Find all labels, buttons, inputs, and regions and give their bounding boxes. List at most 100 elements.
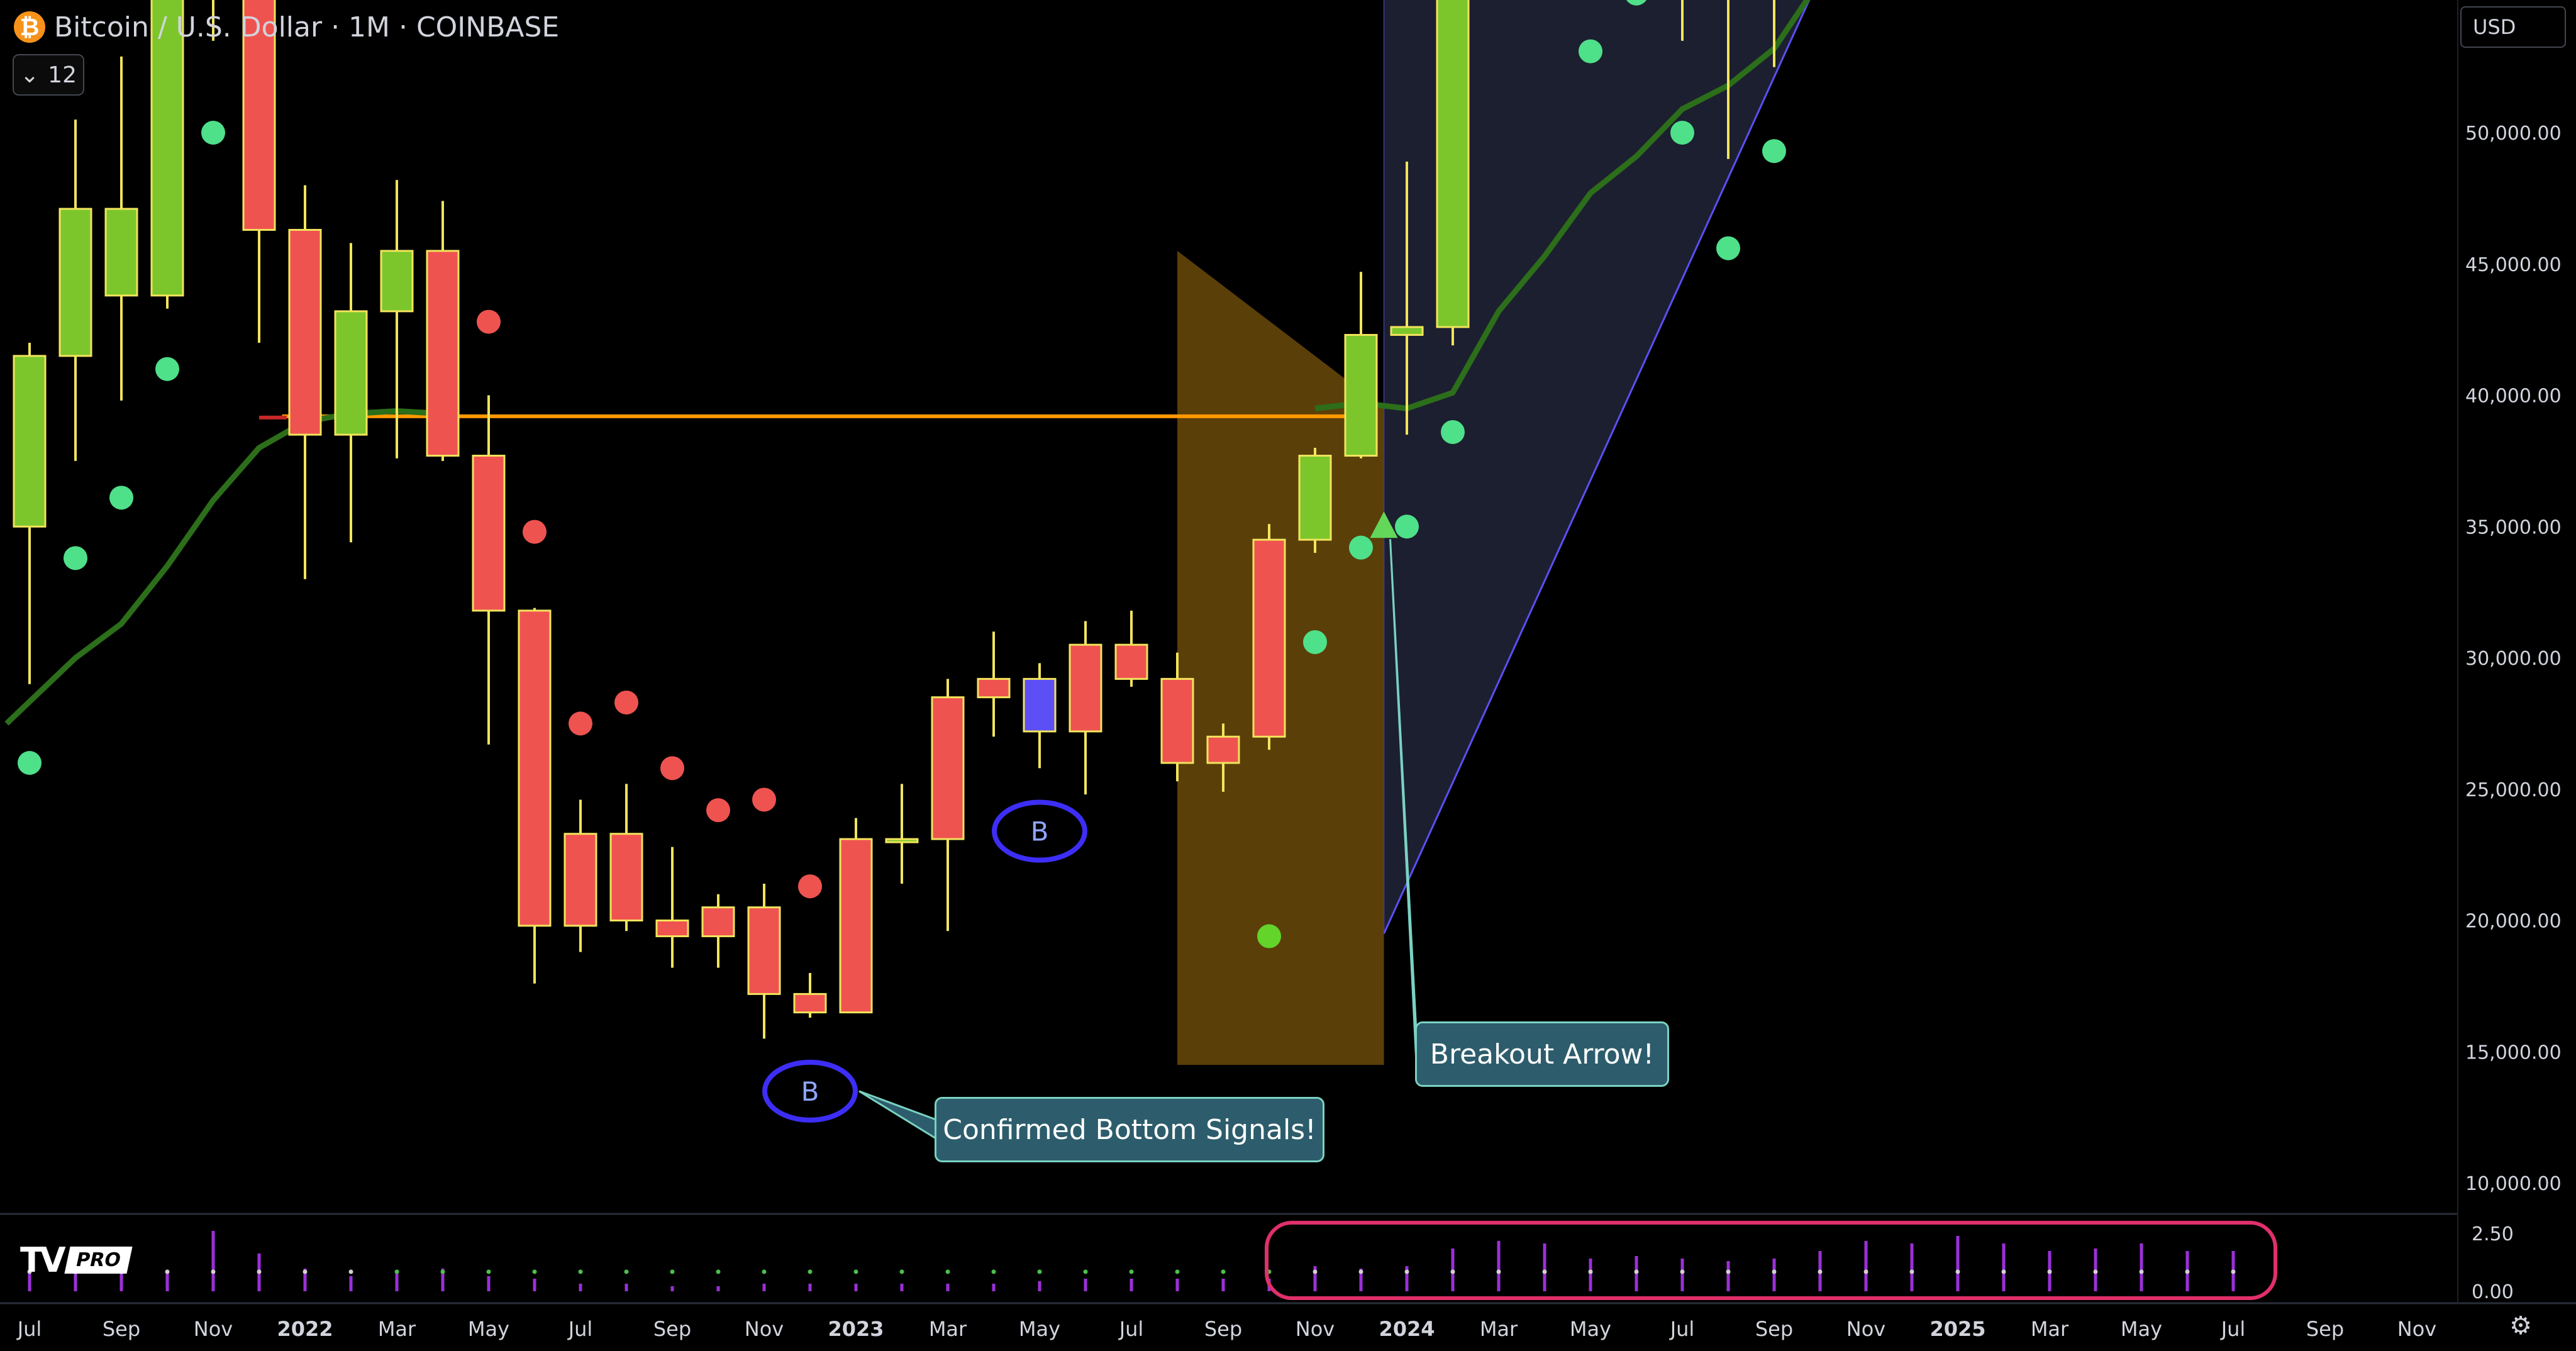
y-tick-label-14: 40,000.00 [2465,386,2562,408]
histogram-tick-label-1: 0.00 [2472,1281,2514,1303]
histogram-marker-10 [486,1269,491,1274]
histogram-marker-26 [1221,1269,1226,1274]
histogram-marker-24 [1129,1269,1134,1274]
bottom-marker-label-0: B [801,1076,819,1107]
x-tick-label-15: 2024 [1379,1317,1435,1341]
candle-15 [701,894,735,968]
symbol-header[interactable]: ₿ Bitcoin / U.S. Dollar · 1M · COINBASE [14,6,559,48]
histogram-marker-33 [1542,1269,1547,1274]
histogram-marker-3 [165,1269,170,1274]
y-tick-label-19: 15,000.00 [2465,1042,2562,1064]
candle-29 [1344,272,1378,459]
candle-body-11 [518,609,552,927]
candle-8 [380,180,414,459]
candle-37 [1727,0,1729,159]
candle-20 [931,679,965,931]
candle-6 [288,185,322,579]
tradingview-mark: TV [20,1240,66,1280]
candle-9 [426,201,460,461]
histogram-marker-5 [257,1269,262,1274]
histogram-marker-11 [532,1269,537,1274]
y-tick-label-12: 50,000.00 [2465,123,2562,145]
histogram-marker-30 [1404,1269,1409,1274]
bottom-signals-callout[interactable]: Confirmed Bottom Signals! [935,1097,1324,1162]
gear-icon[interactable]: ⚙ [2509,1311,2532,1340]
candle-body-23 [1069,643,1102,733]
candle-3 [150,0,184,309]
histogram-marker-34 [1588,1269,1593,1274]
histogram-marker-19 [899,1269,904,1274]
candle-5 [242,0,276,343]
signal-dot-7 [569,711,592,736]
x-tick-label-19: Sep [1755,1317,1793,1341]
candle-12 [564,799,597,952]
x-tick-label-13: Sep [1204,1317,1242,1341]
histogram-marker-47 [2185,1269,2190,1274]
signal-dot-17 [1441,420,1465,444]
breakout-callout[interactable]: Breakout Arrow! [1415,1021,1669,1087]
histogram-marker-12 [578,1269,583,1274]
trend-channel-fill [1384,0,1809,934]
x-tick-label-9: 2023 [828,1317,884,1341]
candle-19 [885,784,919,884]
histogram-marker-6 [303,1269,308,1274]
signal-dot-12 [798,874,822,899]
candle-body-17 [793,992,827,1014]
histogram-marker-8 [394,1269,399,1274]
tradingview-logo[interactable]: TV PRO [20,1240,132,1280]
signal-dot-0 [18,751,42,775]
candle-22 [1023,663,1057,769]
histogram-marker-25 [1175,1269,1180,1274]
x-tick-label-21: 2025 [1929,1317,1985,1341]
x-tick-label-3: 2022 [277,1317,333,1341]
candle-body-21 [977,677,1011,699]
histogram-marker-46 [2139,1269,2144,1274]
x-tick-label-1: Sep [103,1317,140,1341]
histogram-marker-41 [1909,1269,1914,1274]
candle-17 [793,973,827,1018]
x-tick-label-20: Nov [1846,1317,1885,1341]
candle-28 [1298,448,1332,553]
signal-dot-15 [1349,535,1373,560]
currency-selector[interactable]: USD [2460,6,2566,48]
candle-body-31 [1436,0,1470,328]
histogram-marker-42 [1955,1269,1960,1274]
x-tick-label-23: May [2121,1317,2162,1341]
x-tick-label-12: Jul [1118,1317,1144,1341]
signal-dot-13 [1257,924,1281,948]
candle-7 [334,243,368,543]
pro-badge: PRO [64,1246,132,1274]
candle-body-0 [13,355,47,528]
x-tick-label-4: Mar [378,1317,416,1341]
breakout-arrow-icon [1370,511,1398,538]
histogram-marker-17 [808,1269,813,1274]
histogram-marker-4 [211,1269,216,1274]
candle-body-8 [380,250,414,313]
candle-body-6 [288,228,322,436]
candle-31 [1436,0,1470,346]
histogram-marker-45 [2093,1269,2098,1274]
histogram-marker-29 [1358,1269,1363,1274]
x-tick-label-22: Mar [2031,1317,2069,1341]
signal-dot-21 [1626,0,1646,6]
candle-body-24 [1114,643,1148,680]
candle-body-19 [885,838,919,843]
candle-body-9 [426,250,460,457]
signal-dot-8 [614,690,638,714]
interval-selector[interactable]: ⌄ 12 [13,54,84,96]
candle-body-15 [701,906,735,938]
signal-dot-4 [201,121,225,145]
candle-18 [839,818,873,1014]
signal-dot-6 [523,520,547,544]
bottom-marker-label-1: B [1031,816,1049,847]
symbol-title: Bitcoin / U.S. Dollar · 1M · COINBASE [54,11,560,43]
histogram-marker-20 [945,1269,950,1274]
breakout-callout-text: Breakout Arrow! [1430,1038,1655,1070]
y-tick-label-15: 35,000.00 [2465,516,2562,538]
candle-body-7 [334,310,368,436]
candle-27 [1252,524,1286,750]
signal-dot-16 [1395,514,1419,539]
chevron-down-icon: ⌄ [20,62,40,88]
